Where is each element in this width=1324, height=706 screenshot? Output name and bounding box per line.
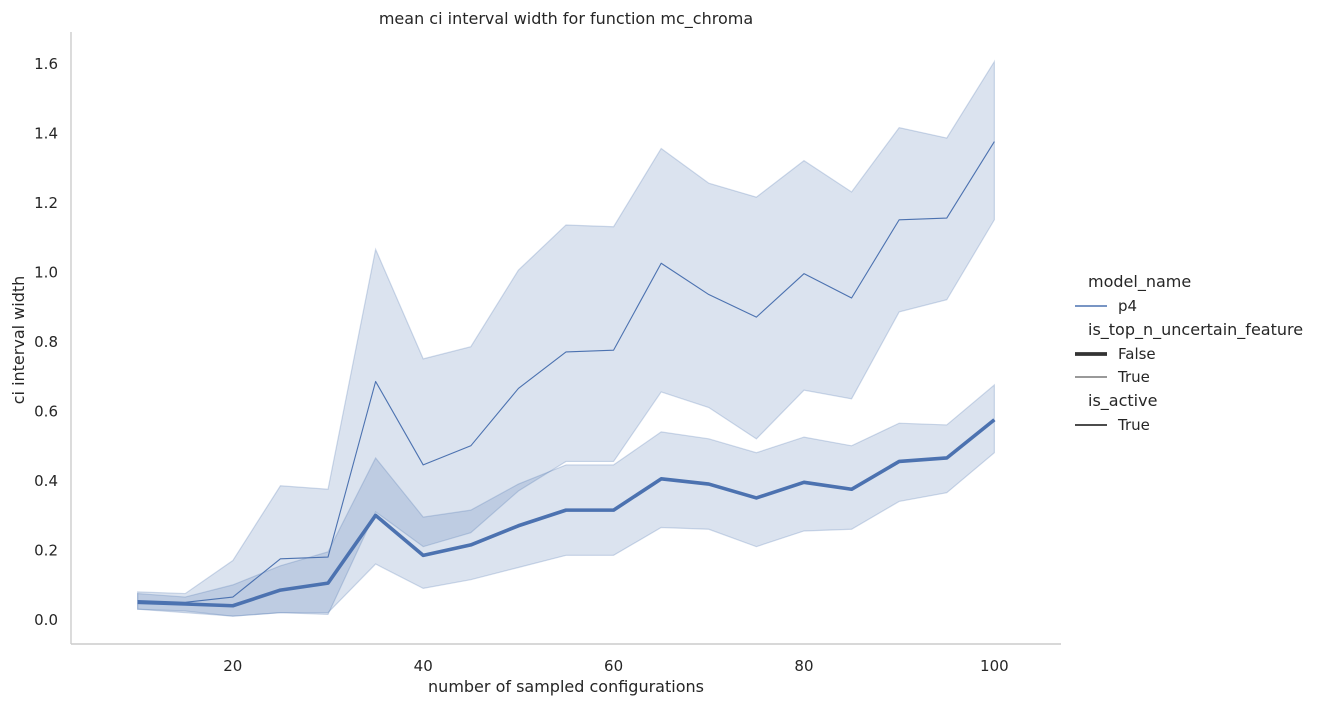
legend-title: is_top_n_uncertain_feature bbox=[1088, 320, 1303, 340]
chart-title: mean ci interval width for function mc_c… bbox=[379, 9, 753, 29]
y-tick-label: 0.2 bbox=[34, 542, 58, 560]
legend-entry-label: True bbox=[1117, 368, 1150, 386]
confidence-bands bbox=[137, 59, 995, 617]
series-lines bbox=[137, 141, 996, 608]
legend-entry-label: p4 bbox=[1118, 297, 1137, 315]
legend-title: model_name bbox=[1088, 272, 1191, 292]
x-tick-label: 60 bbox=[604, 657, 623, 675]
y-tick-label: 1.2 bbox=[34, 194, 58, 212]
x-tick-label: 20 bbox=[223, 657, 242, 675]
y-axis-ticks: 0.0 0.2 0.4 0.6 0.8 1.0 1.2 1.4 1.6 bbox=[34, 55, 58, 629]
ci-band-thin bbox=[137, 59, 995, 617]
x-tick-label: 40 bbox=[414, 657, 433, 675]
legend-title: is_active bbox=[1088, 391, 1157, 411]
legend-entry-label: True bbox=[1117, 416, 1150, 434]
y-tick-label: 0.0 bbox=[34, 611, 58, 629]
y-tick-label: 0.6 bbox=[34, 403, 58, 421]
y-tick-label: 0.4 bbox=[34, 472, 58, 490]
y-tick-label: 1.4 bbox=[34, 124, 58, 142]
y-tick-label: 0.8 bbox=[34, 333, 58, 351]
y-tick-label: 1.0 bbox=[34, 263, 58, 281]
y-axis-label: ci interval width bbox=[9, 276, 28, 405]
x-axis-ticks: 20 40 60 80 100 bbox=[223, 657, 1008, 675]
ci-band-thick bbox=[137, 383, 995, 617]
y-tick-label: 1.6 bbox=[34, 55, 58, 73]
legend: model_name p4 is_top_n_uncertain_feature Fa… bbox=[1075, 272, 1303, 434]
series-line-thick bbox=[137, 418, 996, 608]
x-tick-label: 80 bbox=[794, 657, 813, 675]
series-line-thin bbox=[137, 141, 995, 603]
legend-entry-label: False bbox=[1118, 345, 1156, 363]
x-axis-label: number of sampled configurations bbox=[428, 677, 704, 696]
x-tick-label: 100 bbox=[980, 657, 1009, 675]
